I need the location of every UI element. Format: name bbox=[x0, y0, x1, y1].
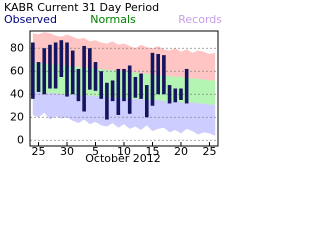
y-tick-label: 60 bbox=[10, 64, 24, 77]
chart-title: KABR Current 31 Day Period bbox=[4, 1, 159, 14]
chart: KABR Current 31 Day Period October 2012 … bbox=[4, 1, 222, 165]
observed-bar bbox=[122, 68, 126, 102]
legend-label: Normals bbox=[90, 13, 136, 26]
observed-bar bbox=[139, 73, 143, 99]
observed-bar bbox=[36, 62, 41, 92]
x-tick-label: 15 bbox=[145, 145, 159, 158]
x-axis-label: October 2012 bbox=[85, 152, 161, 165]
observed-bar bbox=[99, 71, 104, 99]
x-tick-label: 30 bbox=[60, 145, 74, 158]
observed-bar bbox=[48, 44, 52, 89]
observed-bar bbox=[76, 68, 81, 102]
x-tick-label: 10 bbox=[117, 145, 131, 158]
observed-bar bbox=[162, 55, 166, 95]
y-tick-label: 40 bbox=[10, 87, 24, 100]
observed-bar bbox=[105, 82, 109, 120]
observed-bar bbox=[167, 85, 172, 104]
observed-bar bbox=[116, 68, 121, 115]
observed-bar bbox=[42, 48, 47, 95]
legend-label: Observed bbox=[4, 13, 57, 26]
x-tick-label: 25 bbox=[32, 145, 46, 158]
observed-bar bbox=[150, 52, 155, 106]
observed-bar bbox=[184, 68, 189, 104]
x-tick-label: 20 bbox=[174, 145, 188, 158]
y-tick-label: 0 bbox=[17, 133, 24, 146]
observed-bar bbox=[59, 40, 64, 77]
observed-bar bbox=[133, 77, 138, 98]
observed-bar bbox=[179, 88, 183, 100]
observed-bar bbox=[93, 62, 98, 91]
observed-bar bbox=[144, 85, 149, 118]
x-tick-label: 5 bbox=[92, 145, 99, 158]
observed-bar bbox=[82, 45, 86, 112]
observed-bar bbox=[31, 42, 35, 99]
observed-bar bbox=[53, 42, 58, 89]
legend-label: Records bbox=[178, 13, 222, 26]
x-tick-label: 25 bbox=[202, 145, 216, 158]
observed-bar bbox=[127, 65, 132, 114]
y-tick-label: 20 bbox=[10, 110, 24, 123]
plot-frame bbox=[29, 30, 219, 147]
y-tick-label: 80 bbox=[10, 41, 24, 54]
observed-bar bbox=[65, 42, 69, 97]
observed-bar bbox=[110, 80, 115, 102]
observed-bar bbox=[70, 50, 75, 95]
observed-bar bbox=[173, 88, 178, 103]
observed-bar bbox=[88, 48, 92, 90]
observed-bar bbox=[156, 54, 160, 95]
